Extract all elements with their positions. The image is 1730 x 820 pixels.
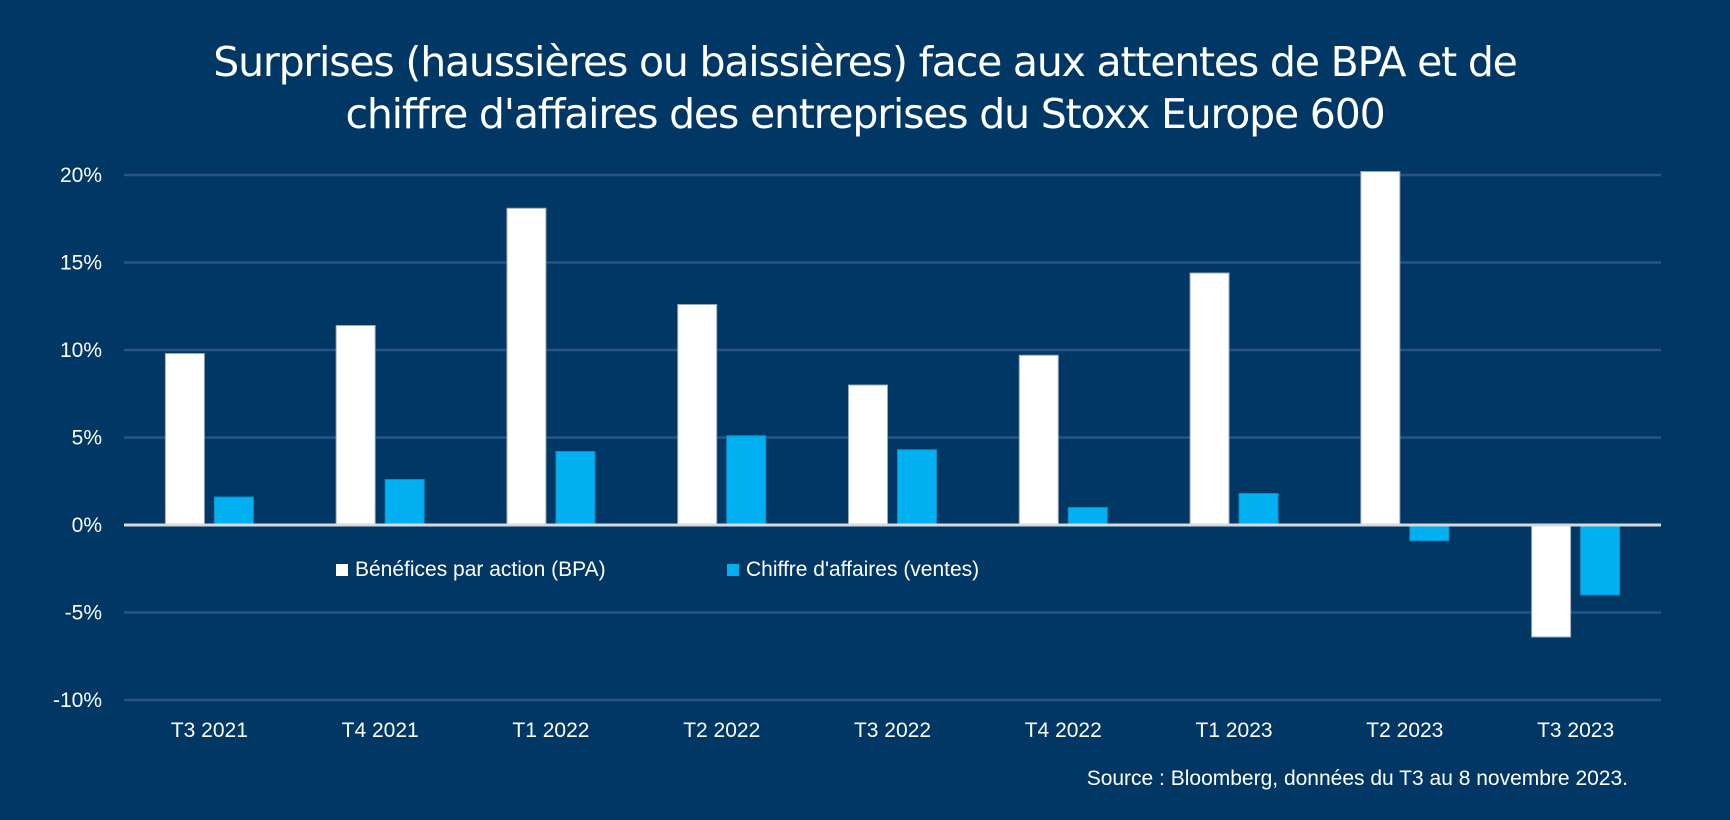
legend-swatch-bpa <box>336 564 348 576</box>
bar-bpa <box>1531 524 1572 638</box>
y-tick-label: 15% <box>60 252 102 275</box>
bar-ventes <box>213 496 254 526</box>
bar-bpa <box>677 304 718 526</box>
legend-label-ventes: Chiffre d'affaires (ventes) <box>746 558 980 581</box>
y-tick-label: 20% <box>60 164 102 187</box>
gridlines <box>124 173 1661 702</box>
bar-ventes <box>726 435 767 526</box>
x-tick-label: T2 2022 <box>683 719 760 742</box>
legend-item-bpa: Bénéfices par action (BPA) <box>336 558 606 582</box>
bar-bpa <box>506 207 547 526</box>
y-tick-label: 10% <box>60 339 102 362</box>
x-tick-label: T3 2021 <box>171 719 248 742</box>
bar-bpa <box>164 353 205 526</box>
bar-ventes <box>555 451 596 526</box>
y-tick-label: 0% <box>72 514 102 537</box>
bar-ventes <box>1238 493 1279 526</box>
x-tick-label: T1 2022 <box>512 719 589 742</box>
legend-label-bpa: Bénéfices par action (BPA) <box>355 558 606 581</box>
x-tick-label: T4 2021 <box>342 719 419 742</box>
bar-bpa <box>1360 171 1401 526</box>
source-note: Source : Bloomberg, données du T3 au 8 n… <box>1086 767 1628 790</box>
legend-item-ventes: Chiffre d'affaires (ventes) <box>727 558 979 582</box>
bar-bpa <box>848 384 888 526</box>
bar-bpa <box>335 325 376 526</box>
bar-ventes <box>1409 524 1450 542</box>
chart-title: Surprises (haussières ou baissières) fac… <box>0 36 1730 140</box>
bar-ventes <box>1580 524 1621 596</box>
x-tick-label: T4 2022 <box>1025 719 1102 742</box>
y-tick-label: -10% <box>53 689 102 712</box>
bar-bpa <box>1189 272 1230 526</box>
chart-title-line-1: Surprises (haussières ou baissières) fac… <box>213 38 1518 86</box>
chart-title-line-2: chiffre d'affaires des entreprises du St… <box>345 90 1386 138</box>
bar-ventes <box>384 479 425 526</box>
x-tick-label: T1 2023 <box>1196 719 1273 742</box>
legend-swatch-ventes <box>727 564 739 576</box>
y-axis-tick-labels: 20% 15% 10% 5% 0% -5% -10% <box>53 164 102 712</box>
x-tick-label: T3 2023 <box>1537 719 1614 742</box>
bar-ventes <box>897 449 937 526</box>
bars <box>164 171 1621 638</box>
bar-ventes <box>1067 507 1108 526</box>
y-tick-label: 5% <box>72 427 102 450</box>
bar-bpa <box>1018 354 1059 526</box>
x-tick-label: T2 2023 <box>1366 719 1443 742</box>
y-tick-label: -5% <box>65 602 102 625</box>
x-axis-tick-labels: T3 2021 T4 2021 T1 2022 T2 2022 T3 2022 T4 20… <box>171 719 1614 742</box>
x-tick-label: T3 2022 <box>854 719 931 742</box>
